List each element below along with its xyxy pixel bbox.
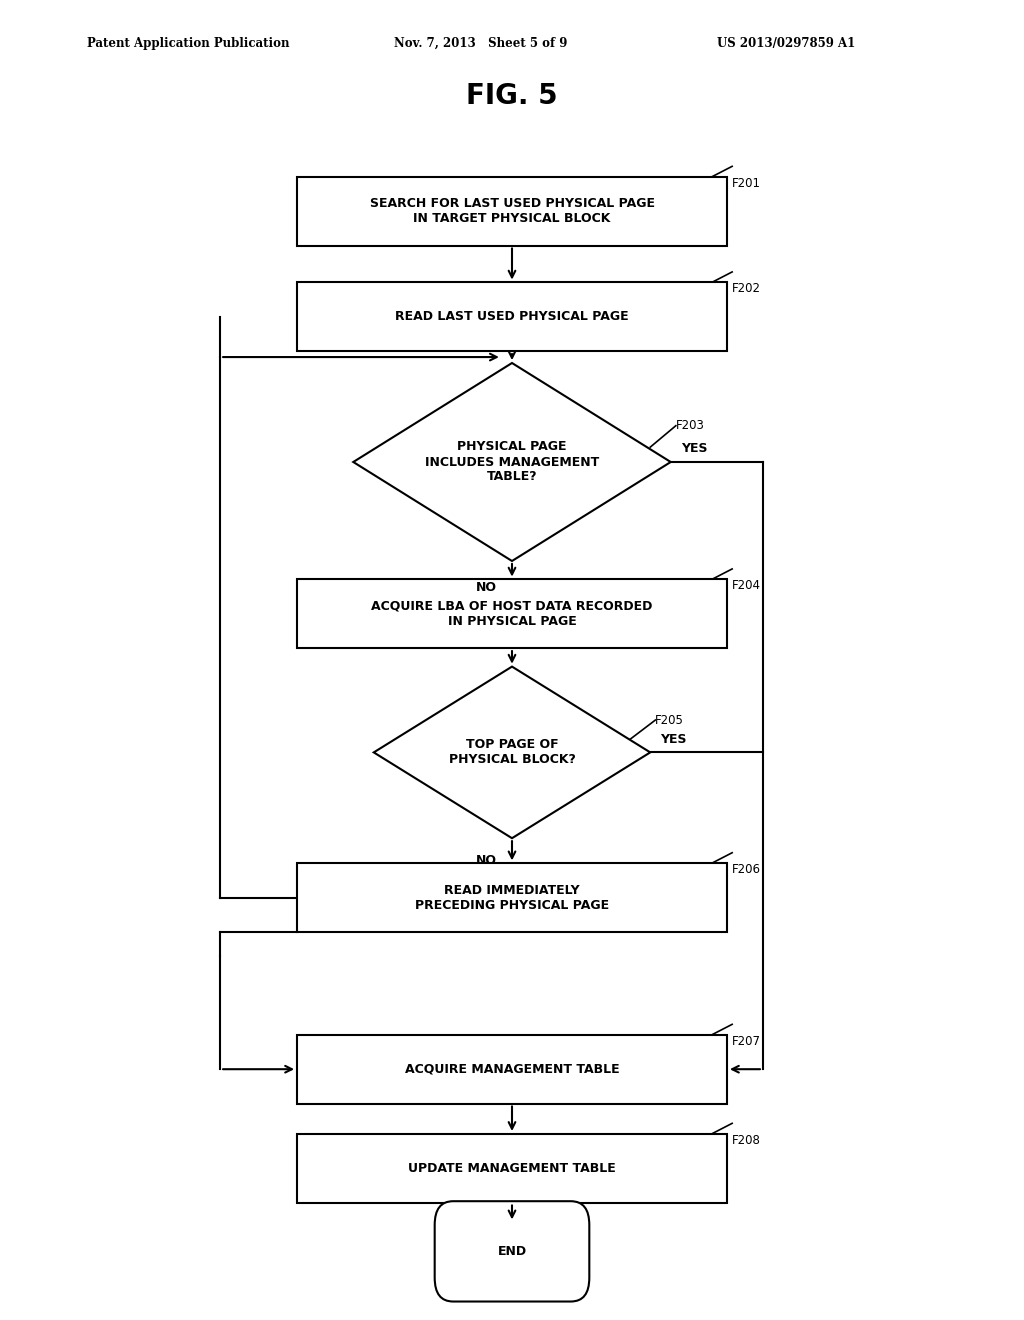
Text: NO: NO xyxy=(476,581,497,594)
Text: ACQUIRE LBA OF HOST DATA RECORDED
IN PHYSICAL PAGE: ACQUIRE LBA OF HOST DATA RECORDED IN PHY… xyxy=(372,599,652,628)
FancyBboxPatch shape xyxy=(297,579,727,648)
Polygon shape xyxy=(374,667,650,838)
Text: SEARCH FOR LAST USED PHYSICAL PAGE
IN TARGET PHYSICAL BLOCK: SEARCH FOR LAST USED PHYSICAL PAGE IN TA… xyxy=(370,197,654,226)
Text: US 2013/0297859 A1: US 2013/0297859 A1 xyxy=(717,37,855,50)
Text: F205: F205 xyxy=(655,714,684,726)
FancyBboxPatch shape xyxy=(297,177,727,246)
Polygon shape xyxy=(353,363,671,561)
Text: F208: F208 xyxy=(732,1134,761,1147)
Text: READ LAST USED PHYSICAL PAGE: READ LAST USED PHYSICAL PAGE xyxy=(395,310,629,323)
Text: YES: YES xyxy=(660,733,687,746)
Text: UPDATE MANAGEMENT TABLE: UPDATE MANAGEMENT TABLE xyxy=(409,1162,615,1175)
Text: F204: F204 xyxy=(732,579,761,593)
Text: NO: NO xyxy=(476,854,497,867)
Text: READ IMMEDIATELY
PRECEDING PHYSICAL PAGE: READ IMMEDIATELY PRECEDING PHYSICAL PAGE xyxy=(415,883,609,912)
Text: PHYSICAL PAGE
INCLUDES MANAGEMENT
TABLE?: PHYSICAL PAGE INCLUDES MANAGEMENT TABLE? xyxy=(425,441,599,483)
Text: TOP PAGE OF
PHYSICAL BLOCK?: TOP PAGE OF PHYSICAL BLOCK? xyxy=(449,738,575,767)
Text: YES: YES xyxy=(681,442,708,455)
Text: F206: F206 xyxy=(732,863,761,876)
FancyBboxPatch shape xyxy=(297,863,727,932)
Text: F207: F207 xyxy=(732,1035,761,1048)
Text: END: END xyxy=(498,1245,526,1258)
FancyBboxPatch shape xyxy=(297,282,727,351)
Text: F201: F201 xyxy=(732,177,761,190)
Text: ACQUIRE MANAGEMENT TABLE: ACQUIRE MANAGEMENT TABLE xyxy=(404,1063,620,1076)
Text: Patent Application Publication: Patent Application Publication xyxy=(87,37,290,50)
Text: FIG. 5: FIG. 5 xyxy=(466,82,558,111)
FancyBboxPatch shape xyxy=(434,1201,590,1302)
Text: F202: F202 xyxy=(732,282,761,296)
FancyBboxPatch shape xyxy=(297,1035,727,1104)
Text: F203: F203 xyxy=(676,420,705,433)
Text: Nov. 7, 2013   Sheet 5 of 9: Nov. 7, 2013 Sheet 5 of 9 xyxy=(394,37,567,50)
FancyBboxPatch shape xyxy=(297,1134,727,1203)
